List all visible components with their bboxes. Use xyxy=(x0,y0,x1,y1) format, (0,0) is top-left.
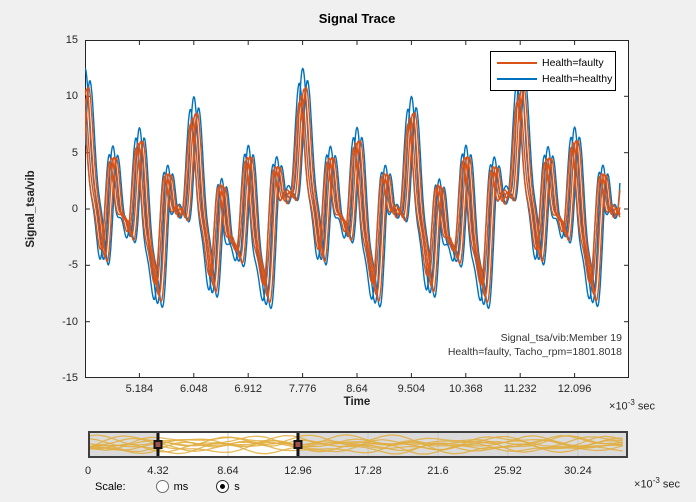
time-panner[interactable] xyxy=(88,431,628,458)
member-annotation: Signal_tsa/vib:Member 19 Health=faulty, … xyxy=(302,331,622,359)
x-axis-label: Time xyxy=(343,396,371,408)
panner-tick-label: 8.64 xyxy=(217,465,239,477)
x-tick-label: 8.64 xyxy=(346,383,368,395)
x-tick-label: 11.232 xyxy=(503,383,537,395)
annotation-line-member: Signal_tsa/vib:Member 19 xyxy=(500,332,622,344)
scale-control: Scale: ms s xyxy=(95,480,268,493)
scale-option-ms[interactable]: ms xyxy=(155,480,189,493)
x-tick-label: 10.368 xyxy=(448,383,483,395)
y-tick-label: 0 xyxy=(71,203,78,215)
multiplier-unit: sec xyxy=(637,400,655,413)
legend-label-healthy: Health=healthy xyxy=(542,73,613,85)
legend-item-faulty[interactable]: Health=faulty xyxy=(491,55,615,71)
scale-option-ms-label: ms xyxy=(173,480,189,493)
chart-title: Signal Trace xyxy=(318,11,396,26)
panner-right-handle-dot xyxy=(295,442,301,447)
panner-tick-label: 25.92 xyxy=(494,465,522,477)
panner-tick-label: 17.28 xyxy=(354,465,382,477)
y-tick-label: 10 xyxy=(65,90,78,103)
axes-box xyxy=(85,40,629,378)
panner-trace xyxy=(88,434,623,455)
panner-tick-label: 12.96 xyxy=(284,465,312,477)
panner-multiplier: ×10-3 sec xyxy=(480,476,680,491)
x-tick-label: 12.096 xyxy=(557,383,592,395)
x-tick-label: 7.776 xyxy=(288,383,317,395)
scale-option-s[interactable]: s xyxy=(216,480,240,493)
panner-tick-label: 0 xyxy=(84,465,92,477)
y-tick-label: -10 xyxy=(62,315,78,328)
panner-border xyxy=(88,431,628,458)
multiplier-unit: sec xyxy=(662,478,680,491)
y-tick-label: 15 xyxy=(65,34,78,46)
y-tick-label: 5 xyxy=(71,146,78,159)
signal-trace-plot[interactable] xyxy=(85,40,629,378)
legend-line-faulty-icon xyxy=(497,62,537,64)
panner-tick-label: 4.32 xyxy=(147,465,169,477)
panner-trace xyxy=(88,434,623,455)
x-tick-label: 9.504 xyxy=(397,383,426,395)
annotation-line-condition: Health=faulty, Tacho_rpm=1801.8018 xyxy=(447,346,622,358)
radio-s-icon xyxy=(216,480,230,493)
x-tick-label: 6.912 xyxy=(234,383,262,395)
multiplier-base: ×10 xyxy=(609,400,628,413)
multiplier-base: ×10 xyxy=(634,478,653,491)
multiplier-exponent: -3 xyxy=(627,398,635,407)
multiplier-exponent: -3 xyxy=(652,476,660,485)
x-axis-multiplier: ×10-3 sec xyxy=(455,398,655,413)
legend-line-healthy-icon xyxy=(497,78,537,80)
trace-health-faulty xyxy=(85,86,621,304)
scale-option-s-label: s xyxy=(234,480,240,493)
x-tick-label: 5.184 xyxy=(125,383,154,395)
panner-tick-label: 21.6 xyxy=(427,465,449,477)
panner-trace xyxy=(88,434,623,455)
legend-item-healthy[interactable]: Health=healthy xyxy=(491,71,615,87)
panner-tick-label: 30.24 xyxy=(564,465,592,477)
x-tick-label: 6.048 xyxy=(180,383,208,395)
legend-label-faulty: Health=faulty xyxy=(542,57,604,69)
y-tick-label: -5 xyxy=(68,259,78,272)
scale-label: Scale: xyxy=(95,480,126,493)
legend[interactable]: Health=faulty Health=healthy xyxy=(490,51,616,91)
y-tick-label: -15 xyxy=(62,372,78,384)
panner-left-handle-dot xyxy=(155,442,161,447)
panner-trace xyxy=(88,436,623,453)
radio-ms-icon xyxy=(155,480,169,493)
trace-health-faulty xyxy=(85,100,621,285)
trace-health-healthy xyxy=(85,79,621,310)
